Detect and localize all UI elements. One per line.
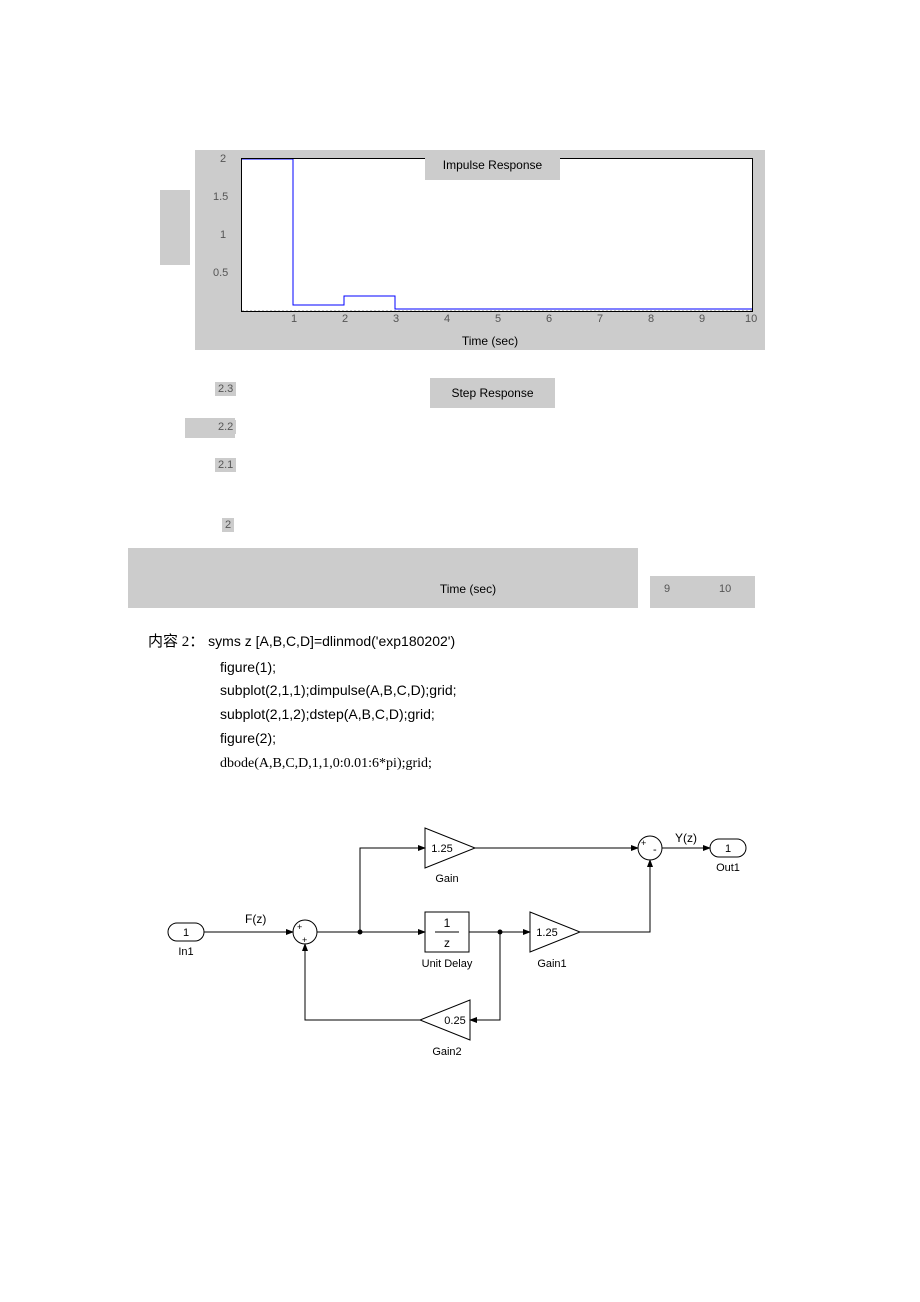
impulse-plot-area [241,158,753,312]
code-line: figure(2); [220,727,276,751]
code-block: 内容 2： syms z [A,B,C,D]=dlinmod('exp18020… [148,630,748,775]
code-line: syms z [A,B,C,D]=dlinmod('exp180202') [208,633,455,649]
impulse-line [242,159,752,311]
step-xlabel: Time (sec) [418,582,518,596]
sum2-block: + - [638,836,662,860]
step-bottom-strip [128,548,638,608]
impulse-ytick: 2 [217,152,229,166]
step-xtick: 10 [716,582,734,596]
step-ytick: 2.3 [215,382,236,396]
code-label: 内容 2： [148,634,204,650]
svg-text:1: 1 [444,916,451,930]
impulse-xtick: 10 [742,312,760,326]
impulse-xtick: 1 [288,312,300,326]
svg-text:+: + [297,922,302,932]
sum1-block: + + [293,920,317,945]
in-port-block: 1 In1 [168,923,204,958]
svg-text:1.25: 1.25 [431,843,452,855]
impulse-ytick: 1.5 [210,190,231,204]
step-title: Step Response [430,378,555,408]
impulse-xtick: 3 [390,312,402,326]
impulse-xlabel: Time (sec) [440,332,540,350]
signal-yz-label: Y(z) [675,831,697,845]
simulink-diagram: 1 In1 F(z) + + 1 z Unit Delay 1.25 Gain [150,810,770,1110]
impulse-xtick: 4 [441,312,453,326]
svg-text:Gain2: Gain2 [432,1046,461,1058]
step-ytick: 2 [222,518,234,532]
code-line: subplot(2,1,2);dstep(A,B,C,D);grid; [220,703,435,727]
svg-text:0.25: 0.25 [444,1015,465,1027]
svg-text:Gain: Gain [435,873,458,885]
svg-text:1: 1 [183,927,189,939]
impulse-xtick: 9 [696,312,708,326]
signal-fz-label: F(z) [245,912,266,926]
unit-delay-block: 1 z Unit Delay [422,912,473,970]
out-port-block: 1 Out1 [710,839,746,874]
svg-text:Out1: Out1 [716,862,740,874]
impulse-ytick: 1 [217,228,229,242]
code-line: dbode(A,B,C,D,1,1,0:0.01:6*pi);grid; [220,752,432,776]
svg-text:Unit Delay: Unit Delay [422,958,473,970]
impulse-ylabel-block [160,190,190,265]
svg-text:In1: In1 [178,946,193,958]
impulse-title: Impulse Response [425,150,560,180]
impulse-xtick: 5 [492,312,504,326]
impulse-xtick: 2 [339,312,351,326]
impulse-xtick: 8 [645,312,657,326]
impulse-ytick: 0.5 [210,266,231,280]
svg-text:1: 1 [725,843,731,855]
svg-text:Gain1: Gain1 [537,958,566,970]
svg-text:+: + [641,838,646,848]
code-line: figure(1); [220,656,276,680]
gain-block: 1.25 Gain [425,828,475,885]
step-ytick: 2.2 [215,420,236,434]
svg-text:+: + [302,935,307,945]
step-ytick: 2.1 [215,458,236,472]
impulse-xtick: 7 [594,312,606,326]
step-xtick: 9 [661,582,673,596]
gain1-block: 1.25 Gain1 [530,912,580,970]
gain2-block: 0.25 Gain2 [420,1000,470,1058]
svg-text:-: - [653,844,657,856]
svg-text:1.25: 1.25 [536,927,557,939]
impulse-xtick: 6 [543,312,555,326]
code-line: subplot(2,1,1);dimpulse(A,B,C,D);grid; [220,679,457,703]
svg-text:z: z [444,936,450,950]
